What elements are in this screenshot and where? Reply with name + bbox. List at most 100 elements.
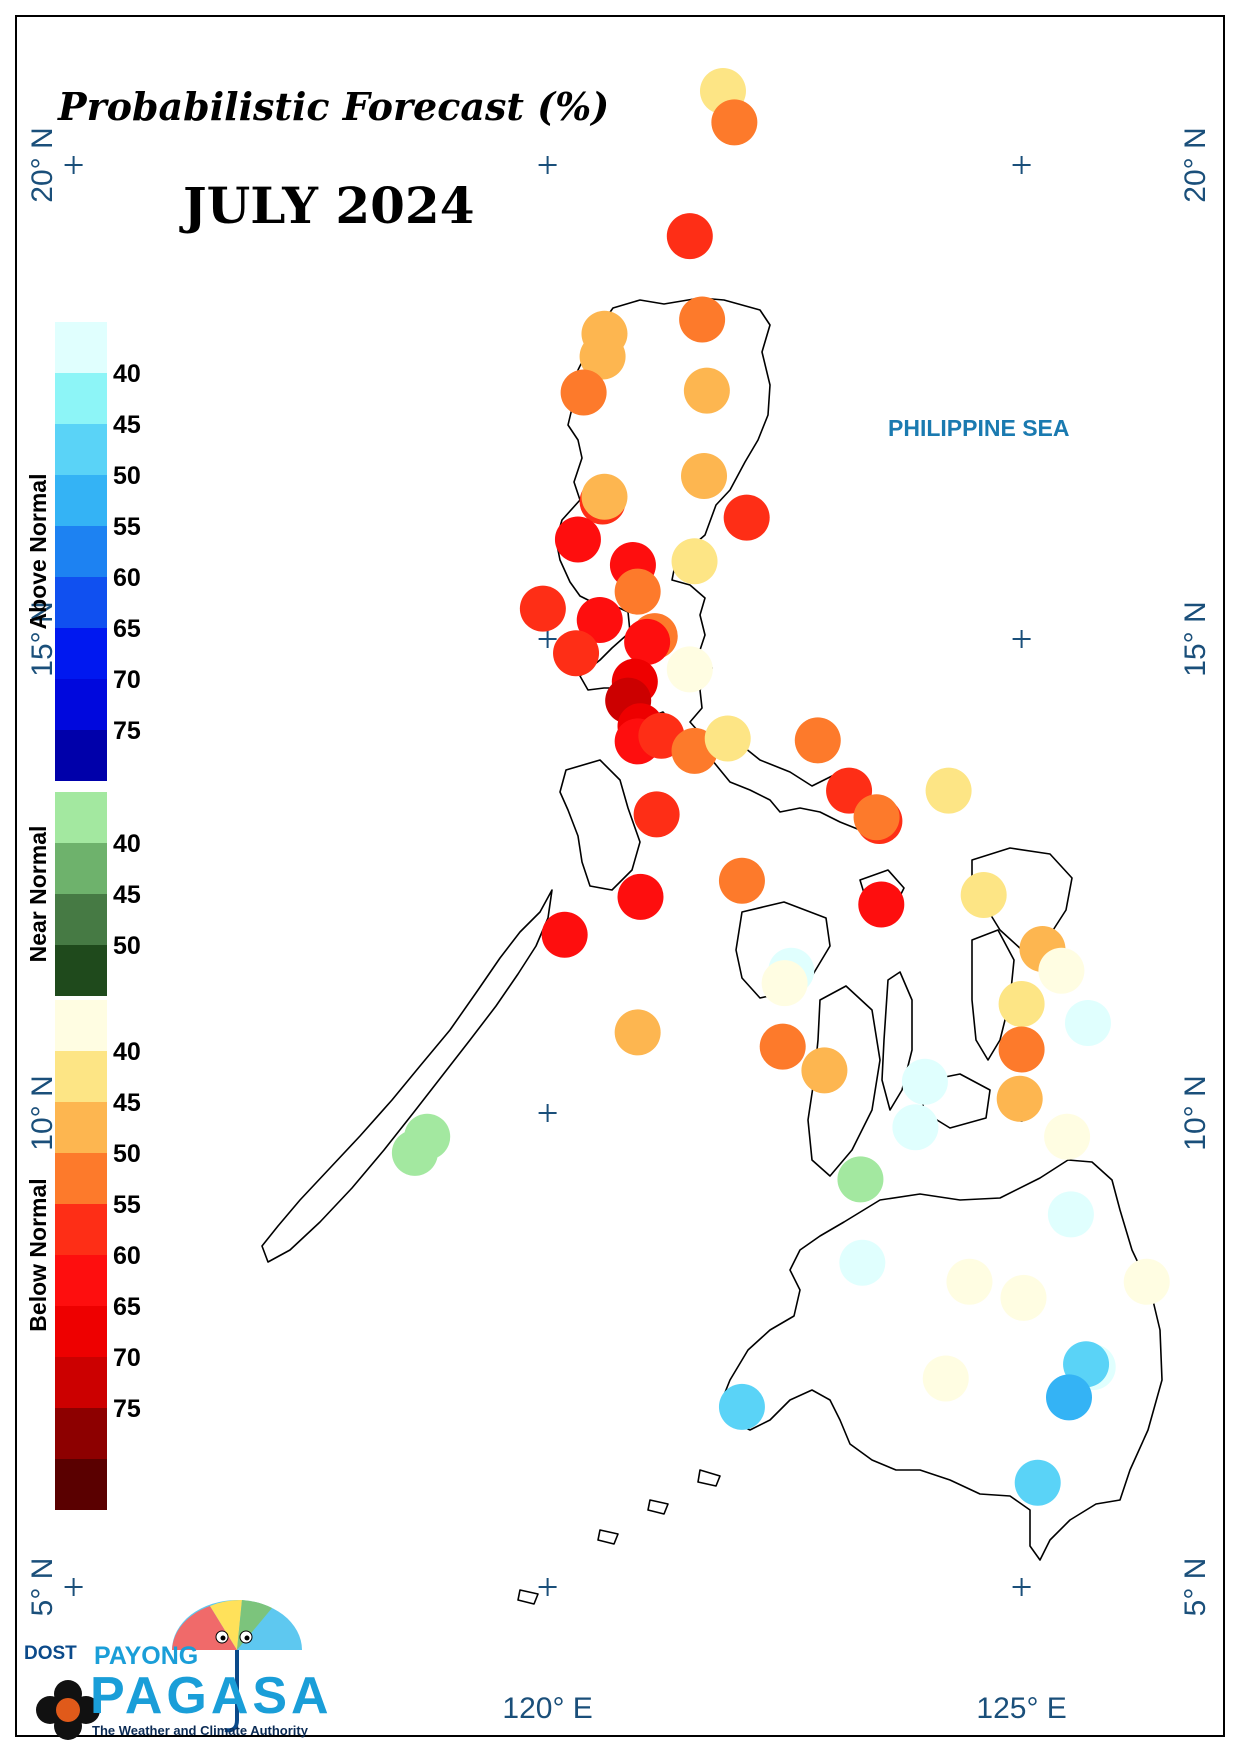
station-marker (553, 630, 600, 677)
station-marker (1047, 1191, 1094, 1238)
above-normal-swatch (55, 526, 107, 577)
station-marker (1000, 1274, 1047, 1321)
station-marker (683, 367, 730, 414)
above-normal-title: Above Normal (25, 474, 51, 630)
below-normal-label: 50 (113, 1140, 141, 1168)
above-normal-swatch (55, 679, 107, 730)
station-marker (761, 960, 808, 1007)
above-normal-label: 65 (113, 615, 141, 643)
station-marker (711, 99, 758, 146)
below-normal-title: Below Normal (25, 1178, 51, 1331)
station-marker (1046, 1374, 1092, 1421)
station-marker (579, 333, 626, 380)
station-marker (1044, 1113, 1091, 1160)
lon-label: 120° E (502, 1692, 592, 1725)
leyte-coast (971, 929, 1015, 1061)
station-markers (391, 68, 1170, 1506)
lat-label-left: 20° N (26, 127, 59, 202)
station-marker (614, 568, 661, 615)
station-marker (1064, 999, 1111, 1046)
station-marker (1014, 1459, 1061, 1506)
station-marker (925, 767, 972, 814)
near-normal-label: 45 (113, 881, 141, 909)
station-marker (922, 1355, 969, 1402)
station-marker (671, 538, 718, 585)
station-marker (633, 791, 680, 838)
near-normal-label: 50 (113, 932, 141, 960)
station-marker (794, 717, 841, 764)
below-normal-label: 65 (113, 1293, 141, 1321)
station-marker (892, 1104, 939, 1151)
station-marker (1123, 1258, 1170, 1305)
station-marker (666, 646, 713, 693)
near-normal-label: 40 (113, 830, 141, 858)
lat-label-left: 5° N (26, 1558, 59, 1617)
below-normal-swatch (55, 1000, 107, 1051)
above-normal-swatch (55, 322, 107, 373)
tagline-label: The Weather and Climate Authority (92, 1723, 308, 1738)
axis-labels: 20° N 20° N 15° N 15° N 10° N 10° N 5° N 5° N 12… (26, 127, 1212, 1725)
station-marker (679, 296, 726, 343)
station-marker (554, 516, 601, 563)
lat-label-left: 15° N (26, 601, 59, 676)
station-marker (998, 1026, 1045, 1073)
station-marker (718, 1383, 765, 1430)
near-normal-swatch (55, 843, 107, 894)
below-normal-swatch (55, 1306, 107, 1357)
above-normal-swatch (55, 424, 107, 475)
station-marker (519, 585, 566, 632)
lat-label-right: 10° N (1179, 1075, 1212, 1150)
station-marker (614, 1009, 661, 1056)
station-marker (759, 1023, 806, 1070)
lat-label-right: 20° N (1179, 127, 1212, 202)
below-normal-label: 70 (113, 1344, 141, 1372)
station-marker (560, 369, 607, 416)
near-normal-swatch (55, 945, 107, 996)
mindoro-coast (559, 759, 641, 891)
below-normal-label: 60 (113, 1242, 141, 1270)
above-normal-swatch (55, 730, 107, 781)
sulu-islands (517, 1469, 721, 1605)
below-normal-swatch (55, 1408, 107, 1459)
cebu-coast (881, 971, 913, 1111)
above-normal-label: 40 (113, 360, 141, 388)
below-normal-swatch (55, 1153, 107, 1204)
station-marker (624, 618, 671, 665)
near-normal-swatch (55, 894, 107, 945)
payong-label: PAYONG (94, 1642, 199, 1670)
below-normal-swatch (55, 1051, 107, 1102)
below-normal-label: 40 (113, 1038, 141, 1066)
lat-label-right: 5° N (1179, 1558, 1212, 1617)
lat-label-right: 15° N (1179, 601, 1212, 676)
forecast-month: JULY 2024 (183, 176, 475, 235)
station-marker (723, 494, 770, 541)
below-normal-swatch (55, 1459, 107, 1510)
station-marker (839, 1239, 886, 1286)
palawan-coast (261, 889, 553, 1263)
station-marker (617, 873, 664, 920)
below-normal-label: 55 (113, 1191, 141, 1219)
station-marker (1038, 947, 1085, 994)
station-marker (853, 794, 900, 841)
above-normal-swatch (55, 475, 107, 526)
station-marker (704, 715, 751, 762)
above-normal-label: 45 (113, 411, 141, 439)
station-marker (901, 1058, 948, 1105)
station-marker (837, 1156, 884, 1203)
station-marker (946, 1258, 993, 1305)
station-marker (960, 871, 1007, 918)
station-marker (801, 1047, 848, 1094)
below-normal-swatch (55, 1102, 107, 1153)
philippine-sea-label: PHILIPPINE SEA (888, 415, 1070, 441)
above-normal-label: 55 (113, 513, 141, 541)
station-marker (718, 857, 765, 904)
above-normal-swatch (55, 373, 107, 424)
above-normal-label: 50 (113, 462, 141, 490)
legend: 40 45 50 55 60 65 70 75 Above Normal 40 45 50 Near N… (25, 322, 141, 1510)
station-marker (858, 881, 905, 928)
station-marker (996, 1075, 1043, 1122)
below-normal-swatch (55, 1255, 107, 1306)
umbrella-icon (36, 1599, 302, 1740)
lon-label: 125° E (976, 1692, 1066, 1725)
below-normal-swatch (55, 1357, 107, 1408)
